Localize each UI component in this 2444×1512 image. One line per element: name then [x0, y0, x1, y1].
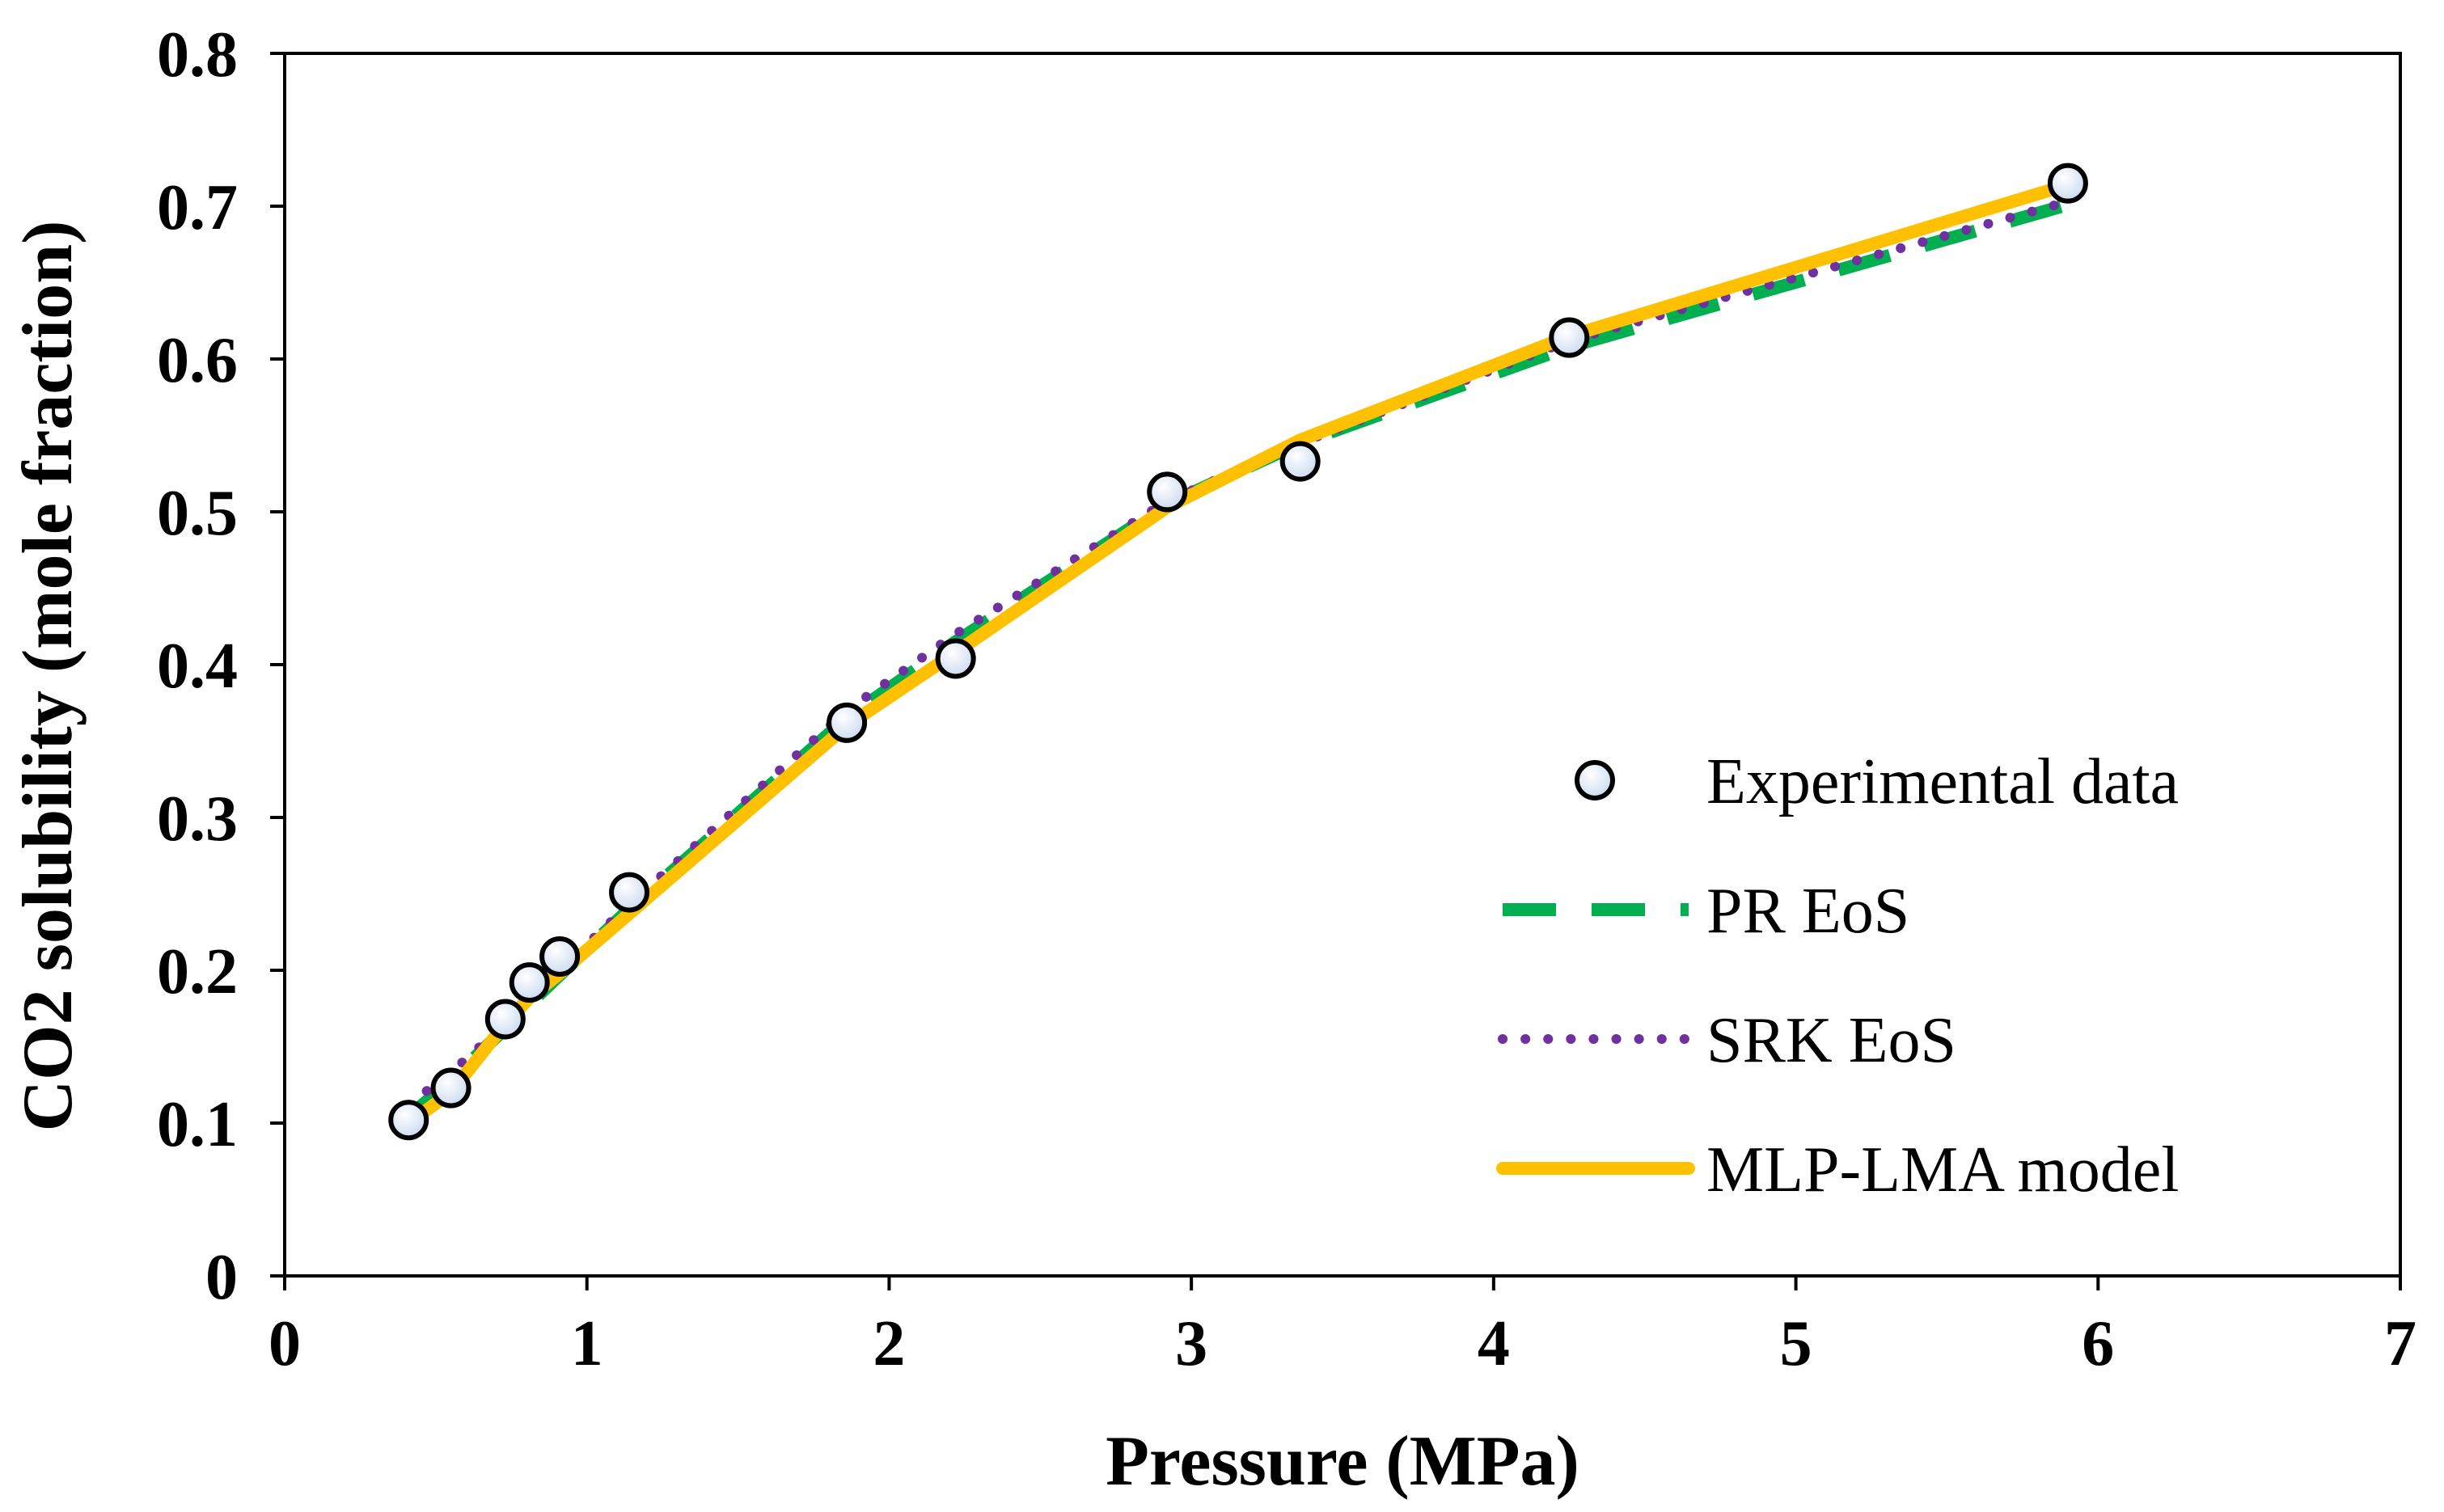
plot-area	[283, 52, 2402, 1278]
legend-marker-experimental-data	[1575, 760, 1615, 800]
data-point	[1279, 441, 1321, 482]
series-lines	[402, 178, 2074, 1130]
series-points	[388, 163, 2088, 1141]
legend: Experimental data PR EoS SRK EoS MLP-LMA mo…	[1496, 746, 2179, 1206]
y-tick-label: 0.8	[157, 19, 238, 91]
x-tick-label: 2	[873, 1308, 905, 1379]
data-point	[484, 999, 526, 1040]
y-tick-label: 0.3	[157, 783, 238, 855]
data-point	[827, 702, 868, 743]
series-line-pr-eos	[404, 198, 2070, 1122]
data-point	[388, 1100, 429, 1141]
y-tick-label: 0.7	[157, 172, 238, 243]
y-tick-label: 0.6	[157, 325, 238, 396]
legend-label-srk-eos: SRK EoS	[1706, 1005, 1956, 1076]
y-axis: 0 0.1 0.2 0.3 0.4 0.5 0.6 0.7 0.8	[157, 19, 285, 1313]
data-point	[539, 935, 581, 977]
x-tick-label: 0	[269, 1308, 301, 1379]
x-tick-label: 1	[571, 1308, 603, 1379]
y-tick-label: 0.5	[157, 478, 238, 549]
legend-label-mlp-lma-model: MLP-LMA model	[1706, 1134, 2179, 1206]
data-point	[430, 1067, 471, 1109]
data-point	[509, 962, 550, 1003]
y-axis-title: CO2 solubility (mole fraction)	[9, 221, 87, 1132]
x-tick-label: 5	[1780, 1308, 1812, 1379]
data-point	[609, 872, 650, 913]
data-point	[1147, 471, 1188, 513]
x-tick-label: 4	[1478, 1308, 1510, 1379]
y-tick-label: 0.2	[157, 936, 238, 1007]
x-axis: 0 1 2 3 4 5 6 7	[269, 1276, 2417, 1379]
data-point	[1549, 317, 1590, 358]
data-point	[2047, 163, 2088, 204]
legend-label-experimental-data: Experimental data	[1706, 746, 2179, 817]
series-line-mlp-lma-model	[402, 178, 2074, 1130]
series-line-srk-eos	[404, 196, 2073, 1110]
y-tick-label: 0.4	[157, 631, 238, 702]
data-point	[935, 638, 976, 679]
x-tick-label: 3	[1175, 1308, 1207, 1379]
legend-label-pr-eos: PR EoS	[1706, 876, 1909, 947]
y-tick-label: 0.1	[157, 1089, 238, 1160]
x-axis-title: Pressure (MPa)	[1106, 1422, 1579, 1501]
y-tick-label: 0	[205, 1242, 238, 1313]
x-tick-label: 6	[2082, 1308, 2114, 1379]
x-tick-label: 7	[2384, 1308, 2417, 1379]
